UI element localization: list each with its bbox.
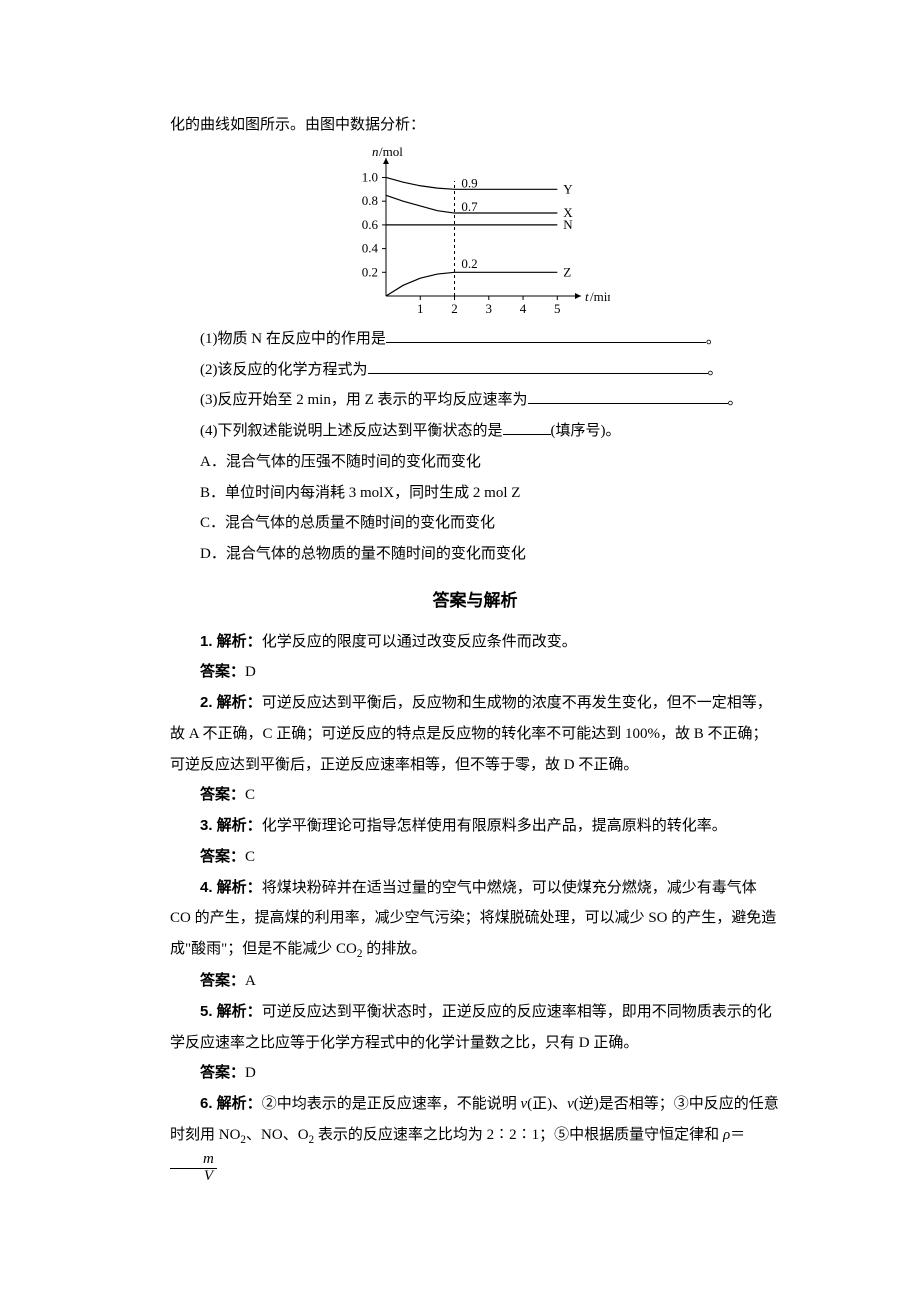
ans1-ans: D bbox=[245, 664, 256, 680]
ans6-a: ②中均表示的是正反应速率，不能说明 bbox=[262, 1096, 521, 1112]
ans2-label: 2. 解析： bbox=[200, 694, 262, 711]
ans4-answer: 答案：A bbox=[170, 966, 780, 997]
q1-a: (1)物质 N 在反应中的作用是 bbox=[200, 331, 386, 347]
ans2-answer: 答案：C bbox=[170, 780, 780, 811]
q4-b: (填序号)。 bbox=[551, 423, 621, 439]
ans5-ans: D bbox=[245, 1065, 256, 1081]
ans1-answer: 答案：D bbox=[170, 657, 780, 688]
q2-b: 。 bbox=[708, 362, 723, 378]
frac-n: m bbox=[170, 1152, 217, 1169]
svg-text:0.7: 0.7 bbox=[461, 199, 478, 214]
svg-text:4: 4 bbox=[520, 301, 527, 316]
frac-d: V bbox=[170, 1169, 217, 1185]
ans4-p2: 的排放。 bbox=[362, 941, 426, 957]
opt-c: C．混合气体的总质量不随时间的变化而变化 bbox=[170, 508, 780, 539]
q4: (4)下列叙述能说明上述反应达到平衡状态的是 (填序号)。 bbox=[170, 416, 780, 447]
svg-text:0.2: 0.2 bbox=[362, 264, 378, 279]
a6-t1: (正)、 bbox=[527, 1096, 567, 1112]
svg-text:Y: Y bbox=[563, 181, 573, 196]
q1-blank bbox=[386, 328, 706, 343]
svg-text:1.0: 1.0 bbox=[362, 169, 378, 184]
ans2: 2. 解析：可逆反应达到平衡后，反应物和生成物的浓度不再发生变化，但不一定相等， bbox=[170, 688, 780, 719]
svg-text:0.8: 0.8 bbox=[362, 193, 378, 208]
ans3-ans-label: 答案： bbox=[200, 848, 245, 865]
ans3-ans: C bbox=[245, 849, 255, 865]
svg-text:/mol: /mol bbox=[379, 147, 403, 159]
q3-a: (3)反应开始至 2 min，用 Z 表示的平均反应速率为 bbox=[200, 392, 528, 408]
svg-text:0.6: 0.6 bbox=[362, 217, 379, 232]
frac: mV bbox=[170, 1152, 217, 1185]
svg-text:2: 2 bbox=[451, 301, 458, 316]
ans3-text: 化学平衡理论可指导怎样使用有限原料多出产品，提高原料的转化率。 bbox=[262, 818, 727, 834]
svg-text:1: 1 bbox=[417, 301, 424, 316]
svg-text:0.2: 0.2 bbox=[461, 256, 477, 271]
q2-blank bbox=[368, 359, 708, 374]
svg-text:3: 3 bbox=[486, 301, 493, 316]
a6-t3: 、NO、O bbox=[246, 1127, 309, 1143]
q2: (2)该反应的化学方程式为 。 bbox=[170, 355, 780, 386]
opt-d: D．混合气体的总物质的量不随时间的变化而变化 bbox=[170, 539, 780, 570]
q1-b: 。 bbox=[706, 331, 721, 347]
v2: v bbox=[567, 1096, 574, 1112]
q3-blank bbox=[528, 389, 728, 404]
ans1-label: 1. 解析： bbox=[200, 633, 262, 650]
ans5-label: 5. 解析： bbox=[200, 1003, 262, 1020]
ans3-label: 3. 解析： bbox=[200, 817, 262, 834]
ans5-ans-label: 答案： bbox=[200, 1064, 245, 1081]
a6-t4: 表示的反应速率之比均为 2∶2∶1；⑤中根据质量守恒定律和 bbox=[314, 1127, 723, 1143]
svg-text:N: N bbox=[563, 217, 573, 232]
q4-blank bbox=[503, 420, 551, 435]
ans2-t1: 可逆反应达到平衡后，反应物和生成物的浓度不再发生变化，但不一定相等， bbox=[262, 695, 772, 711]
q3-b: 。 bbox=[728, 392, 743, 408]
ans3-answer: 答案：C bbox=[170, 842, 780, 873]
intro-line: 化的曲线如图所示。由图中数据分析： bbox=[170, 110, 780, 141]
ans1-ans-label: 答案： bbox=[200, 663, 245, 680]
opt-b: B．单位时间内每消耗 3 molX，同时生成 2 mol Z bbox=[170, 478, 780, 509]
ans2-ans: C bbox=[245, 787, 255, 803]
chart-svg: n/molt/min0.20.40.60.81.012345Y0.9X0.7NZ… bbox=[340, 147, 610, 322]
svg-text:t: t bbox=[585, 289, 589, 304]
svg-text:0.4: 0.4 bbox=[362, 240, 379, 255]
eq: ＝ bbox=[730, 1127, 745, 1143]
chart-figure: n/molt/min0.20.40.60.81.012345Y0.9X0.7NZ… bbox=[170, 147, 780, 322]
ans4-ans: A bbox=[245, 973, 256, 989]
q1: (1)物质 N 在反应中的作用是 。 bbox=[170, 324, 780, 355]
ans2-cont: 故 A 不正确，C 正确；可逆反应的特点是反应物的转化率不可能达到 100%，故… bbox=[170, 719, 780, 781]
ans1: 1. 解析：化学反应的限度可以通过改变反应条件而改变。 bbox=[170, 627, 780, 658]
answers-title: 答案与解析 bbox=[170, 584, 780, 619]
ans4-ans-label: 答案： bbox=[200, 972, 245, 989]
ans5: 5. 解析：可逆反应达到平衡状态时，正逆反应的反应速率相等，即用不同物质表示的化… bbox=[170, 997, 780, 1059]
ans5-answer: 答案：D bbox=[170, 1058, 780, 1089]
ans3: 3. 解析：化学平衡理论可指导怎样使用有限原料多出产品，提高原料的转化率。 bbox=[170, 811, 780, 842]
q4-a: (4)下列叙述能说明上述反应达到平衡状态的是 bbox=[200, 423, 503, 439]
ans1-text: 化学反应的限度可以通过改变反应条件而改变。 bbox=[262, 634, 577, 650]
opt-a: A．混合气体的压强不随时间的变化而变化 bbox=[170, 447, 780, 478]
svg-text:/min: /min bbox=[590, 289, 610, 304]
ans4-label: 4. 解析： bbox=[200, 879, 262, 896]
ans6: 6. 解析：②中均表示的是正反应速率，不能说明 v(正)、v(逆)是否相等；③中… bbox=[170, 1089, 780, 1184]
ans4: 4. 解析：将煤块粉碎并在适当过量的空气中燃烧，可以使煤充分燃烧，减少有毒气体 … bbox=[170, 873, 780, 967]
q3: (3)反应开始至 2 min，用 Z 表示的平均反应速率为 。 bbox=[170, 385, 780, 416]
svg-text:n: n bbox=[372, 147, 379, 159]
svg-text:5: 5 bbox=[554, 301, 561, 316]
ans6-label: 6. 解析： bbox=[200, 1095, 262, 1112]
ans2-ans-label: 答案： bbox=[200, 786, 245, 803]
svg-text:Z: Z bbox=[563, 264, 571, 279]
q2-a: (2)该反应的化学方程式为 bbox=[200, 362, 368, 378]
svg-text:0.9: 0.9 bbox=[461, 175, 477, 190]
